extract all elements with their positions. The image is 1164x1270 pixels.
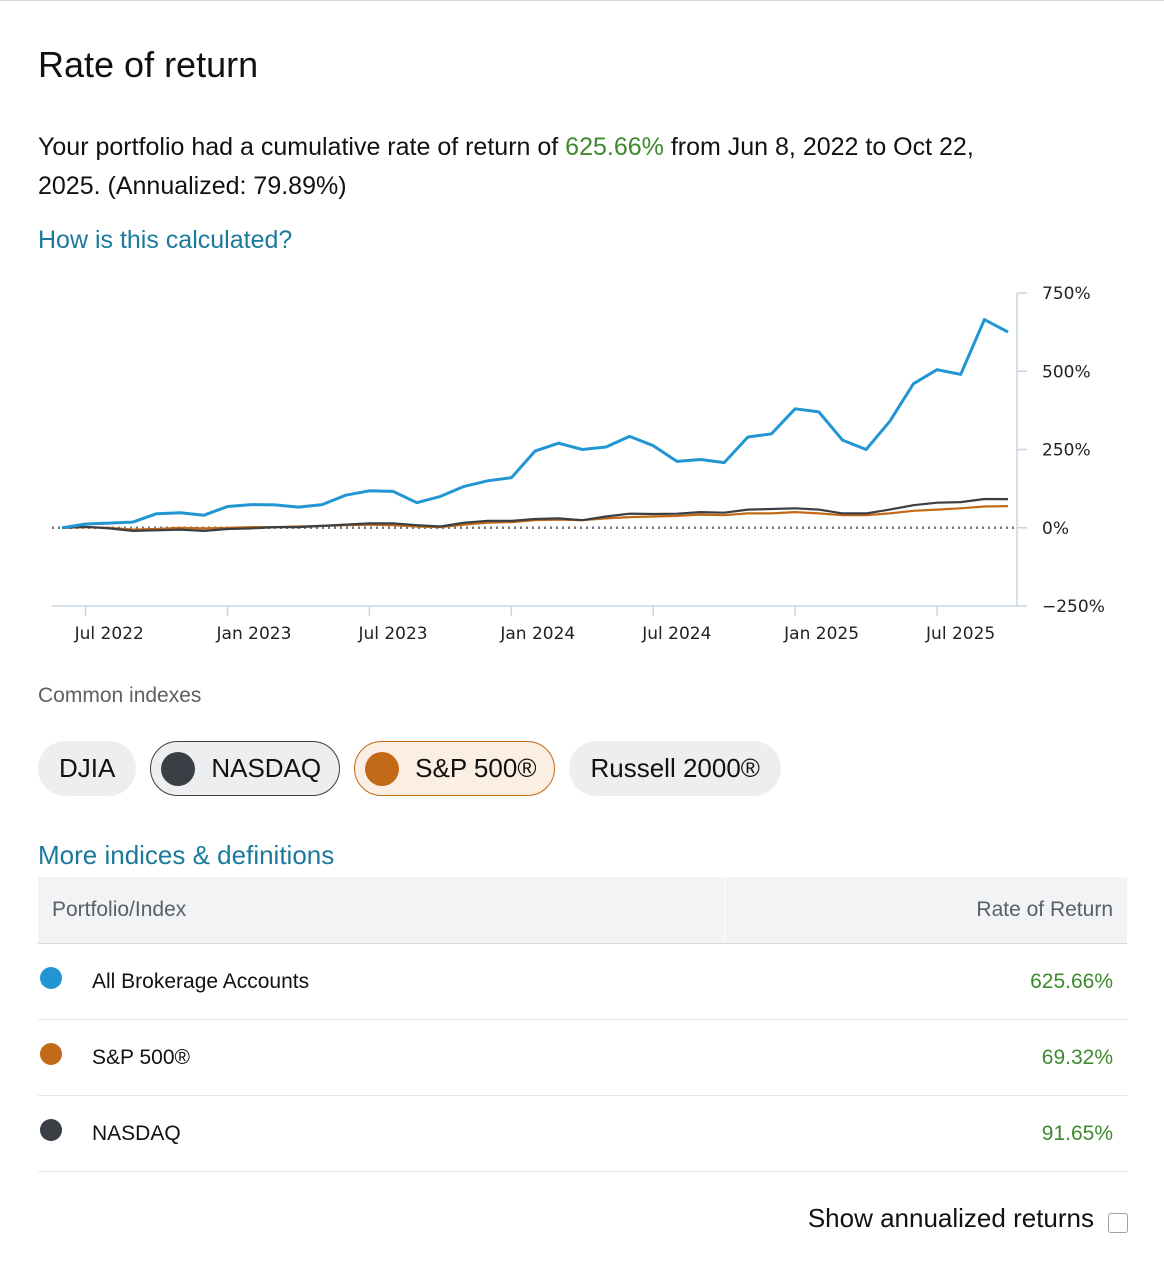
chip-russell-2000[interactable]: Russell 2000®: [569, 741, 781, 796]
chip-sp500[interactable]: S&P 500®: [354, 741, 556, 796]
x-tick-label: Jul 2024: [641, 624, 711, 644]
more-indices-link[interactable]: More indices & definitions: [38, 840, 335, 870]
index-chip-group: DJIA NASDAQ S&P 500® Russell 2000®: [38, 741, 781, 796]
x-tick-label: Jul 2025: [925, 624, 995, 644]
rate-of-return-chart: 750% 500% 250% 0% −250% Jul 2022 Jan 2023 Jul 2…: [52, 284, 1105, 644]
header-portfolio-index: Portfolio/Index: [38, 877, 725, 943]
summary-date-range: from Jun 8, 2022 to Oct 22,: [663, 133, 974, 161]
returns-table: Portfolio/Index Rate of Return All Broke…: [38, 877, 1127, 1172]
return-summary: Your portfolio had a cumulative rate of …: [38, 128, 1128, 206]
how-calculated-link[interactable]: How is this calculated?: [38, 226, 293, 254]
x-tick-label: Jul 2022: [74, 624, 144, 644]
table-row: All Brokerage Accounts 625.66%: [38, 944, 1127, 1020]
chip-nasdaq[interactable]: NASDAQ: [150, 741, 341, 796]
row-value: 625.66%: [1030, 969, 1113, 993]
summary-prefix: Your portfolio had a cumulative rate of …: [38, 133, 566, 161]
y-tick-label: −250%: [1042, 597, 1105, 617]
nasdaq-color-dot: [161, 751, 196, 786]
row-name: All Brokerage Accounts: [92, 969, 310, 993]
summary-return-value: 625.66%: [565, 133, 664, 161]
annualized-checkbox[interactable]: [1108, 1212, 1128, 1233]
y-tick-label: 0%: [1042, 519, 1069, 539]
chip-russell-label: Russell 2000®: [590, 753, 760, 783]
chip-djia-label: DJIA: [59, 753, 116, 783]
sp500-row-dot: [40, 1042, 62, 1065]
summary-annualized: 2025. (Annualized: 79.89%): [38, 172, 347, 200]
x-tick-label: Jul 2023: [357, 624, 427, 644]
x-tick-label: Jan 2023: [216, 624, 292, 644]
y-tick-label: 500%: [1042, 362, 1091, 382]
header-rate-of-return: Rate of Return: [976, 898, 1113, 921]
row-name: S&P 500®: [92, 1045, 190, 1069]
x-tick-label: Jan 2024: [499, 624, 575, 644]
annualized-label: Show annualized returns: [807, 1203, 1094, 1233]
x-tick-label: Jan 2025: [783, 624, 859, 644]
nasdaq-series-line: [61, 497, 1009, 532]
annualized-toggle[interactable]: Show annualized returns: [808, 1203, 1128, 1234]
row-value: 69.32%: [1041, 1045, 1113, 1069]
chip-djia[interactable]: DJIA: [38, 741, 137, 796]
table-row: S&P 500® 69.32%: [38, 1020, 1127, 1096]
nasdaq-row-dot: [40, 1118, 62, 1141]
row-value: 91.65%: [1041, 1121, 1113, 1145]
chip-sp500-label: S&P 500®: [415, 753, 537, 783]
y-tick-label: 750%: [1042, 284, 1091, 304]
portfolio-series-line: [61, 318, 1009, 530]
portfolio-color-dot: [40, 966, 62, 989]
chip-nasdaq-label: NASDAQ: [211, 753, 322, 783]
top-divider: [0, 0, 1164, 1]
common-indexes-label: Common indexes: [38, 684, 202, 707]
sp500-color-dot: [365, 751, 400, 786]
page-title: Rate of return: [38, 44, 259, 85]
row-name: NASDAQ: [92, 1121, 181, 1145]
y-tick-label: 250%: [1042, 441, 1091, 461]
sp500-series-line: [61, 505, 1009, 531]
table-header: Portfolio/Index Rate of Return: [38, 877, 1127, 944]
table-row: NASDAQ 91.65%: [38, 1096, 1127, 1172]
